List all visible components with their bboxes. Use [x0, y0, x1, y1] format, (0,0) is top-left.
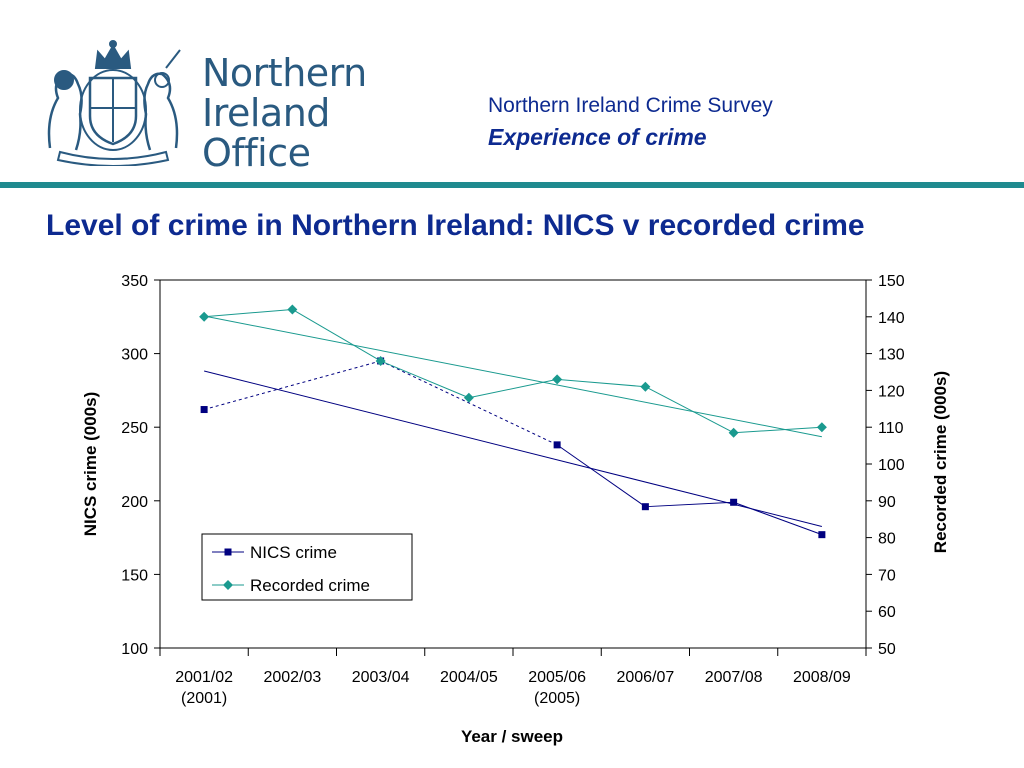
- y2-tick-label: 50: [878, 641, 896, 658]
- data-point-recorded: [816, 422, 827, 433]
- y-tick-label: 300: [121, 347, 148, 364]
- x-tick-label: 2006/07: [616, 669, 674, 686]
- org-name-line-3: Office: [202, 131, 311, 175]
- data-point-recorded: [463, 392, 474, 403]
- plot-area: 100 150 200 250 300 350 50 60 70 80 90 100 110 120 130…: [121, 273, 905, 707]
- x-tick-label: 2007/08: [705, 669, 763, 686]
- series-segment: [203, 360, 381, 411]
- series-segment: [645, 386, 734, 434]
- y2-tick-label: 100: [878, 457, 905, 474]
- legend-label: Recorded crime: [250, 576, 370, 595]
- data-point-recorded: [552, 374, 563, 385]
- series-segment: [468, 378, 558, 399]
- section-title: Experience of crime: [488, 124, 707, 150]
- series-segment: [556, 444, 646, 508]
- organisation-name: Northern Ireland Office: [202, 54, 367, 174]
- legend-label: NICS crime: [250, 543, 337, 562]
- data-point-recorded: [728, 427, 739, 438]
- series-segment: [380, 360, 558, 446]
- x-axis-title: Year / sweep: [461, 727, 563, 746]
- series-segment: [645, 501, 734, 508]
- series-segment: [733, 501, 823, 536]
- series-segment: [204, 308, 293, 318]
- data-point-nics: [553, 441, 561, 449]
- series-segment: [557, 378, 646, 388]
- y-tick-label: 350: [121, 273, 148, 290]
- x-tick-label: 2001/02 (2001): [175, 669, 233, 707]
- y2-tick-label: 130: [878, 347, 905, 364]
- y2-tick-label: 80: [878, 531, 896, 548]
- data-point-recorded: [287, 304, 298, 315]
- data-point-nics: [818, 531, 826, 539]
- y2-tick-label: 150: [878, 273, 905, 290]
- survey-title: Northern Ireland Crime Survey: [488, 94, 773, 117]
- data-point-nics: [200, 406, 208, 414]
- y2-tick-label: 110: [878, 420, 904, 437]
- x-tick-label: 2004/05: [440, 669, 498, 686]
- trendline-recorded: [204, 315, 822, 438]
- y2-tick-label: 120: [878, 383, 905, 400]
- legend-marker: [223, 580, 233, 590]
- series-segment: [292, 309, 381, 362]
- y2-tick-label: 70: [878, 567, 896, 584]
- series-segment: [380, 360, 470, 399]
- royal-crest-logo: [47, 40, 181, 166]
- x-tick-label: 2008/09: [793, 669, 851, 686]
- slide-title: Level of crime in Northern Ireland: NICS…: [46, 209, 865, 242]
- y2-tick-label: 140: [878, 310, 905, 327]
- data-point-recorded: [375, 355, 386, 366]
- x-tick-label: 2002/03: [263, 669, 321, 686]
- y-tick-label: 150: [121, 567, 148, 584]
- data-point-recorded: [199, 311, 210, 322]
- org-name-line-1: Northern: [202, 51, 367, 95]
- data-point-recorded: [640, 381, 651, 392]
- data-point-nics: [730, 498, 738, 506]
- legend-marker: [224, 548, 232, 556]
- trendline-nics: [204, 370, 822, 527]
- org-name-line-2: Ireland: [202, 91, 330, 135]
- y-tick-label: 250: [121, 420, 148, 437]
- legend-box: [201, 533, 413, 601]
- y-tick-label: 200: [121, 494, 148, 511]
- y2-axis-title: Recorded crime (000s): [931, 371, 950, 553]
- y2-tick-label: 90: [878, 494, 896, 511]
- y-tick-label: 100: [121, 641, 148, 658]
- x-tick-label: 2003/04: [352, 669, 410, 686]
- series-segment: [733, 426, 822, 434]
- header-divider: [0, 182, 1024, 188]
- x-tick-label: 2005/06 (2005): [528, 669, 586, 707]
- data-point-nics: [641, 503, 649, 511]
- y2-tick-label: 60: [878, 604, 896, 621]
- crime-line-chart: 100 150 200 250 300 350 50 60 70 80 90 100 110 120 130…: [81, 273, 950, 746]
- y-axis-title: NICS crime (000s): [81, 392, 100, 537]
